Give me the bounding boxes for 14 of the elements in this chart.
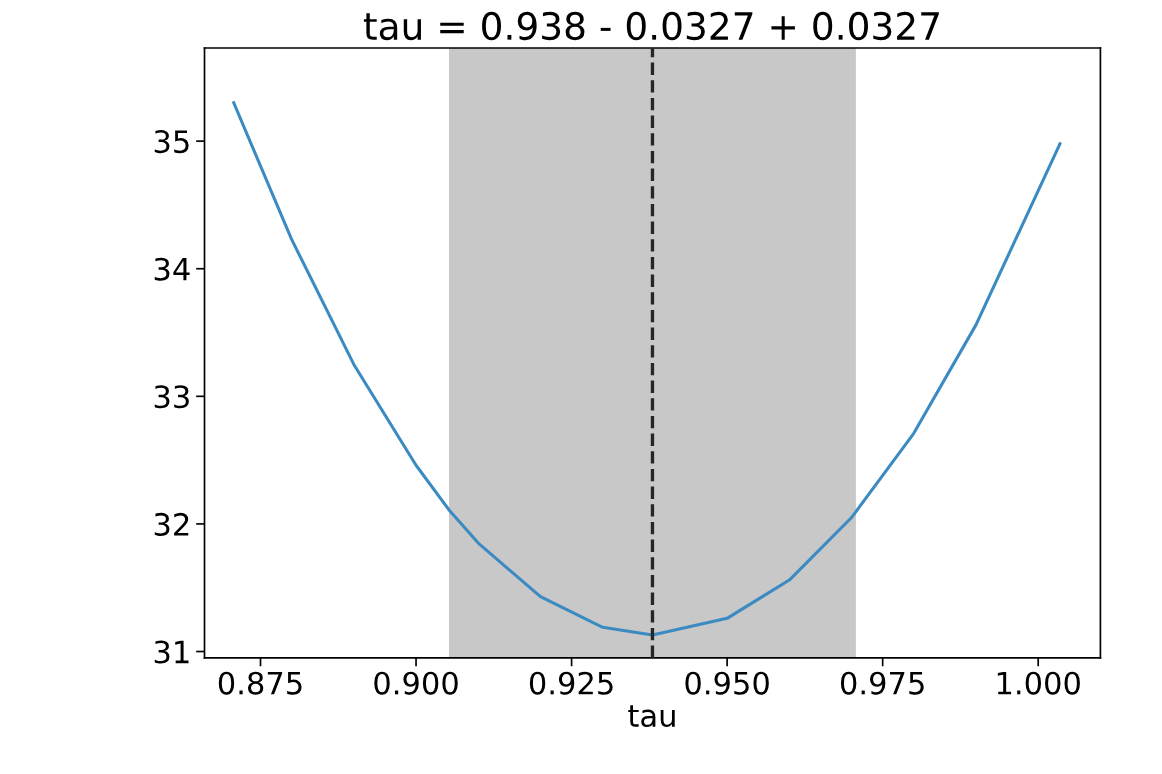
x-tick-label: 0.900 — [374, 671, 458, 695]
x-tick-label: 0.925 — [529, 671, 613, 695]
x-axis-title: tau — [628, 705, 675, 728]
line-series — [232, 101, 1062, 637]
y-tick-label: 31 — [154, 640, 189, 664]
y-tick-label: 33 — [154, 385, 189, 409]
x-tick-label: 0.950 — [685, 671, 769, 695]
chart-title: tau = 0.938 - 0.0327 + 0.0327 — [363, 11, 939, 41]
x-tick-label: 1.000 — [997, 671, 1080, 695]
x-tick-label: 0.975 — [840, 671, 924, 695]
y-tick-label: 32 — [154, 512, 189, 536]
x-tick-label: 0.875 — [218, 671, 302, 695]
y-tick-label: 35 — [154, 130, 189, 154]
y-tick-label: 34 — [154, 257, 190, 281]
